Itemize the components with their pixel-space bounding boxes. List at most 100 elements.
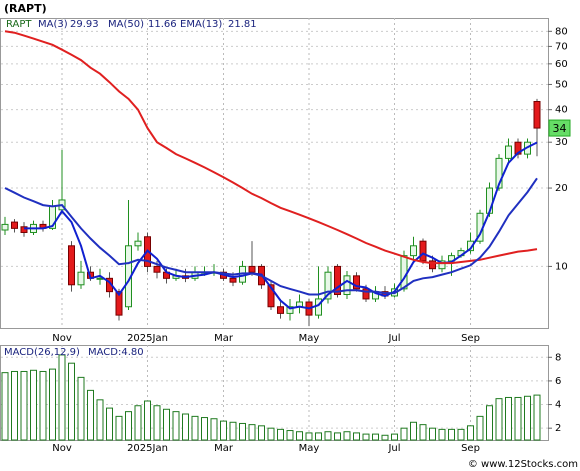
chart-title: (RAPT)	[4, 2, 47, 15]
footer: © www.12Stocks.com	[468, 459, 578, 470]
macd-bar	[201, 417, 208, 441]
macd-bar	[286, 430, 294, 441]
macd-bar	[410, 421, 417, 441]
candle-body	[1, 223, 9, 231]
y-tick-label: 60	[555, 59, 568, 70]
macd-bar	[106, 407, 113, 441]
macd-bar	[220, 420, 227, 441]
macd-bar	[334, 432, 341, 441]
macd-bar	[267, 427, 275, 441]
candle-body	[438, 260, 446, 270]
macd-bar	[115, 415, 123, 441]
candle-body	[277, 306, 284, 314]
macd-bar	[381, 434, 389, 441]
macd-bar	[11, 370, 18, 441]
x-tick-label: Nov	[52, 333, 72, 344]
macd-bar	[77, 376, 85, 441]
candle-body	[96, 277, 104, 280]
macd-bar	[315, 432, 322, 441]
legend-name: MA(3)	[38, 19, 68, 30]
macd-bar	[277, 428, 284, 441]
legend-value: 11.66	[148, 19, 177, 30]
price-badge	[548, 119, 571, 137]
candle-body	[153, 265, 161, 273]
x-tick-label: Jul	[387, 443, 400, 454]
x-tick-label: Sep	[461, 333, 480, 344]
x-tick-label: 2025Jan	[127, 443, 168, 454]
macd-bar	[353, 432, 360, 441]
macd-bar	[372, 433, 379, 441]
macd-bar	[505, 396, 512, 441]
x-tick-label: Sep	[461, 443, 480, 454]
macd-bar	[467, 425, 474, 441]
macd-bar	[305, 432, 313, 441]
macd-bar	[144, 400, 151, 441]
candle-body	[419, 240, 427, 262]
y-tick-label: 10	[555, 261, 568, 272]
y-tick-label: 70	[555, 41, 568, 52]
macd-bar	[258, 425, 265, 441]
x-tick-label: Nov	[52, 443, 72, 454]
macd-bar	[524, 395, 531, 441]
candle-body	[334, 265, 341, 296]
candle-body	[267, 284, 275, 308]
y-tick-label: 50	[555, 79, 568, 90]
candle-body	[400, 255, 408, 290]
macd-bar	[1, 372, 9, 441]
y-tick-label: 30	[555, 137, 568, 148]
candle-body	[353, 275, 360, 290]
candle-body	[20, 226, 28, 233]
candle-body	[343, 275, 351, 296]
candle-body	[77, 271, 85, 286]
macd-bar	[125, 411, 132, 441]
macd-bar	[39, 370, 47, 441]
macd-bar	[87, 389, 94, 441]
x-tick-label: Jul	[387, 333, 400, 344]
macd-bar	[96, 399, 104, 441]
x-tick-label: 2025Jan	[127, 333, 168, 344]
macd-bar	[533, 394, 541, 441]
macd-bar	[49, 368, 56, 441]
legend-name: EMA(13)	[180, 19, 222, 30]
macd-bar	[514, 396, 522, 441]
macd-bar	[163, 408, 170, 441]
macd-bar	[343, 431, 351, 441]
macd-bar	[153, 405, 161, 441]
macd-bar	[476, 415, 484, 441]
macd-bar	[391, 433, 398, 441]
legend-value: MACD:4.80	[88, 347, 144, 358]
legend-name: MACD(26,12,9)	[4, 347, 80, 358]
macd-bar	[296, 431, 303, 441]
y-tick-label: 6	[555, 376, 561, 387]
legend-value: 29.93	[70, 19, 99, 30]
macd-bar	[400, 427, 408, 441]
y-tick-label: 4	[555, 400, 561, 411]
y-tick-label: 20	[555, 183, 568, 194]
candle-body	[429, 260, 436, 270]
x-tick-label: Mar	[214, 333, 234, 344]
candle-body	[505, 145, 512, 159]
legend-name: MA(50)	[108, 19, 144, 30]
legend-value: 21.81	[228, 19, 257, 30]
main-panel	[0, 18, 549, 329]
macd-bar	[429, 427, 436, 441]
x-tick-label: May	[299, 333, 320, 344]
macd-bar	[486, 405, 493, 441]
macd-bar	[438, 428, 446, 441]
macd-bar	[229, 421, 237, 441]
macd-bar	[182, 413, 189, 441]
candle-body	[533, 101, 541, 129]
ma-line	[24, 141, 538, 310]
macd-bar	[210, 418, 218, 441]
candle-body	[115, 291, 123, 316]
ma-line	[4, 30, 538, 265]
price-badge-label: 34	[553, 122, 567, 135]
y-tick-label: 8	[555, 352, 561, 363]
macd-bar	[457, 428, 465, 441]
macd-bar	[362, 433, 370, 441]
macd-bar	[448, 428, 455, 441]
macd-bar	[20, 370, 28, 441]
macd-bar	[324, 431, 332, 441]
y-tick-label: 40	[555, 105, 568, 116]
